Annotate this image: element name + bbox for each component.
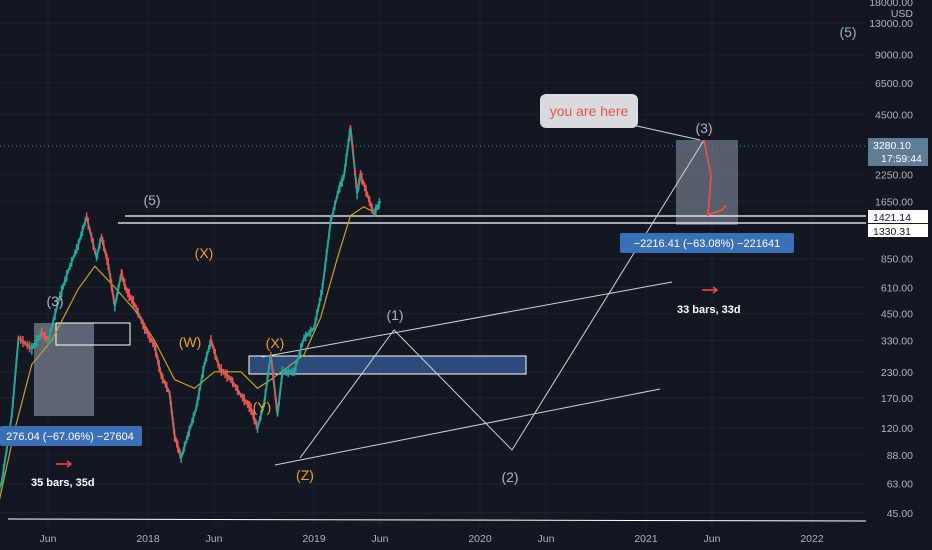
arrow-left-icon xyxy=(56,460,73,468)
x-tick-label: Jun xyxy=(538,533,555,545)
channel-lower-line[interactable] xyxy=(274,388,661,466)
x-tick-label: 2018 xyxy=(136,533,160,545)
y-tick-label: 2250.00 xyxy=(875,170,913,182)
y-axis-top-label: 18000.00 xyxy=(869,0,913,9)
callout-text: you are here xyxy=(550,103,629,119)
price-tag-value: 1330.31 xyxy=(873,226,911,238)
moving-average-line xyxy=(0,206,375,501)
y-tick-label: 610.00 xyxy=(881,282,913,294)
y-tick-label: 230.00 xyxy=(881,367,913,379)
x-tick-label: 2022 xyxy=(800,533,824,545)
wave-label[interactable]: (1) xyxy=(386,307,403,323)
y-tick-label: 170.00 xyxy=(881,393,913,405)
wave-label[interactable]: (3) xyxy=(695,120,712,136)
y-tick-label: 45.00 xyxy=(887,508,913,520)
arrow-right-icon xyxy=(702,286,719,294)
wave-label[interactable]: (X) xyxy=(195,245,214,261)
wave-label[interactable]: (5) xyxy=(839,24,856,40)
wave-zigzag[interactable] xyxy=(299,139,705,459)
y-tick-label: 4500.00 xyxy=(875,110,913,122)
y-tick-label: 63.00 xyxy=(887,479,913,491)
wave-label[interactable]: (Z) xyxy=(296,467,314,483)
wave-label[interactable]: (3) xyxy=(46,293,63,309)
y-axis: 13000.00 9000.00 6500.00 4500.00 2250.00 1650… xyxy=(869,18,913,520)
price-tag xyxy=(868,138,928,166)
price-series xyxy=(0,125,382,493)
price-tag xyxy=(868,224,928,237)
bars-count-right: 33 bars, 33d xyxy=(677,304,741,316)
y-tick-label: 450.00 xyxy=(881,309,913,321)
y-tick-label: 330.00 xyxy=(881,336,913,348)
y-tick-label: 850.00 xyxy=(881,254,913,266)
x-tick-label: Jun xyxy=(206,533,223,545)
measure-label-right[interactable] xyxy=(620,233,794,253)
channel-upper-line[interactable] xyxy=(261,281,673,358)
x-tick-label: 2019 xyxy=(302,533,326,545)
y-tick-label: 13000.00 xyxy=(869,18,913,30)
price-tag-value: 3280.10 xyxy=(873,140,911,152)
wave-labels: (5) (3) (5) (X) (W) (X) (Y) (Z) (1) (2) (3) xyxy=(46,24,856,485)
measure-text-right: −2216.41 (−63.08%) −221641 xyxy=(634,238,781,250)
x-axis: Jun 2018 Jun 2019 Jun 2020 Jun 2021 Jun 2022 xyxy=(40,533,824,545)
bottom-line[interactable] xyxy=(7,518,867,522)
x-tick-label: 2020 xyxy=(468,533,492,545)
y-tick-label: 88.00 xyxy=(887,450,913,462)
measure-text-left: 276.04 (−67.06%) −27604 xyxy=(6,431,134,443)
measure-label-left[interactable] xyxy=(0,426,142,446)
wave-label[interactable]: (X) xyxy=(266,335,285,351)
y-axis-panel xyxy=(866,0,932,550)
y-tick-label: 6500.00 xyxy=(875,78,913,90)
moving-average xyxy=(0,206,375,501)
range-rectangle[interactable] xyxy=(248,355,527,375)
x-tick-label: Jun xyxy=(372,533,389,545)
wave-label[interactable]: (Y) xyxy=(253,399,272,415)
x-tick-label: Jun xyxy=(40,533,57,545)
wave-label[interactable]: (W) xyxy=(179,334,202,350)
x-tick-label: Jun xyxy=(704,533,721,545)
price-tag xyxy=(868,210,928,223)
countdown-label: 17:59:44 xyxy=(881,153,922,165)
y-tick-label: 120.00 xyxy=(881,423,913,435)
y-tick-label: 9000.00 xyxy=(875,50,913,62)
wave-label[interactable]: (5) xyxy=(143,192,160,208)
measure-box-left[interactable] xyxy=(34,323,94,416)
range-box-left[interactable] xyxy=(55,322,131,346)
price-tag-value: 1421.14 xyxy=(873,212,911,224)
bars-count-left: 35 bars, 35d xyxy=(31,477,95,489)
y-tick-label: 1650.00 xyxy=(875,196,913,208)
x-tick-label: 2021 xyxy=(634,533,658,545)
callout-box[interactable] xyxy=(540,94,638,128)
currency-label: USD xyxy=(891,8,914,20)
projection-path[interactable] xyxy=(703,139,727,217)
wave-label[interactable]: (2) xyxy=(501,469,518,485)
